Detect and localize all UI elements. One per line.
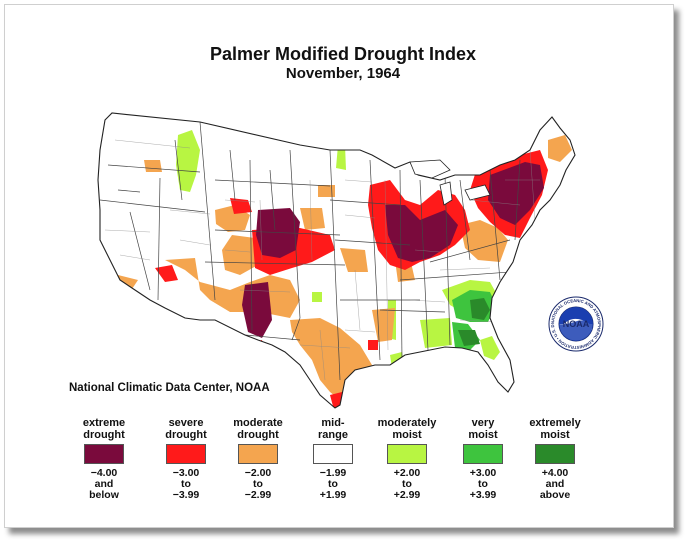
legend-swatch-very-moist: [463, 444, 503, 464]
legend-label-extremely-moist: extremely moist: [529, 417, 581, 441]
legend-range-mid-range: −1.99 to +1.99: [319, 467, 347, 501]
legend-label-very-moist: very moist: [468, 417, 498, 441]
region-moderately-moist: [176, 130, 200, 192]
legend-range-moderately-moist: +2.00 to +2.99: [393, 467, 421, 501]
region-severe-drought: [368, 340, 378, 350]
region-severe-drought: [240, 340, 268, 368]
legend-range-moderate-drought: −2.00 to −2.99: [244, 467, 272, 501]
map-subtitle: November, 1964: [285, 65, 401, 82]
region-extreme-drought: [242, 282, 272, 338]
region-moderate-drought: [340, 248, 368, 272]
noaa-logo: NATIONAL OCEANIC AND ATMOSPHERIC ADMINIS…: [548, 296, 604, 352]
region-moderate-drought: [144, 160, 162, 172]
legend-label-moderate-drought: moderate drought: [233, 417, 283, 441]
legend-swatch-moderately-moist: [387, 444, 427, 464]
region-moderately-moist: [480, 336, 500, 360]
legend-label-extreme-drought: extreme drought: [82, 417, 126, 441]
legend-swatch-moderate-drought: [238, 444, 278, 464]
region-moderate-drought: [460, 220, 508, 262]
state-boundaries: [99, 121, 521, 381]
legend-range-extreme-drought: −4.00 and below: [89, 467, 119, 501]
region-moderate-drought: [548, 135, 572, 162]
region-extremely-moist: [470, 298, 490, 320]
region-extreme-drought: [488, 162, 544, 225]
legend-swatch-extreme-drought: [84, 444, 124, 464]
region-moderately-moist: [420, 318, 452, 348]
region-moderate-drought: [300, 208, 325, 230]
region-extreme-drought: [385, 205, 458, 262]
region-extreme-drought: [256, 208, 300, 258]
region-moderately-moist: [312, 292, 322, 302]
index-regions: [118, 130, 572, 408]
region-moderate-drought: [222, 235, 258, 275]
region-severe-drought: [230, 198, 252, 214]
legend-range-extremely-moist: +4.00 and above: [539, 467, 571, 501]
region-extremely-moist: [458, 330, 480, 346]
legend-label-moderately-moist: moderately moist: [377, 417, 437, 441]
legend-label-severe-drought: severe drought: [165, 417, 207, 441]
legend-range-severe-drought: −3.00 to −3.99: [172, 467, 200, 501]
legend-swatch-mid-range: [313, 444, 353, 464]
great-lakes: [409, 159, 451, 179]
region-moderate-drought: [318, 185, 335, 197]
climate-divisions: [104, 139, 540, 381]
legend-range-very-moist: +3.00 to +3.99: [469, 467, 497, 501]
legend-swatch-severe-drought: [166, 444, 206, 464]
source-credit: National Climatic Data Center, NOAA: [69, 382, 270, 394]
region-severe-drought: [155, 265, 178, 282]
region-moderately-moist: [336, 145, 346, 170]
map-title: Palmer Modified Drought Index: [209, 44, 477, 64]
legend-label-mid-range: mid-range: [318, 417, 348, 441]
noaa-logo-text: NOAA: [563, 319, 590, 329]
legend-swatch-extremely-moist: [535, 444, 575, 464]
